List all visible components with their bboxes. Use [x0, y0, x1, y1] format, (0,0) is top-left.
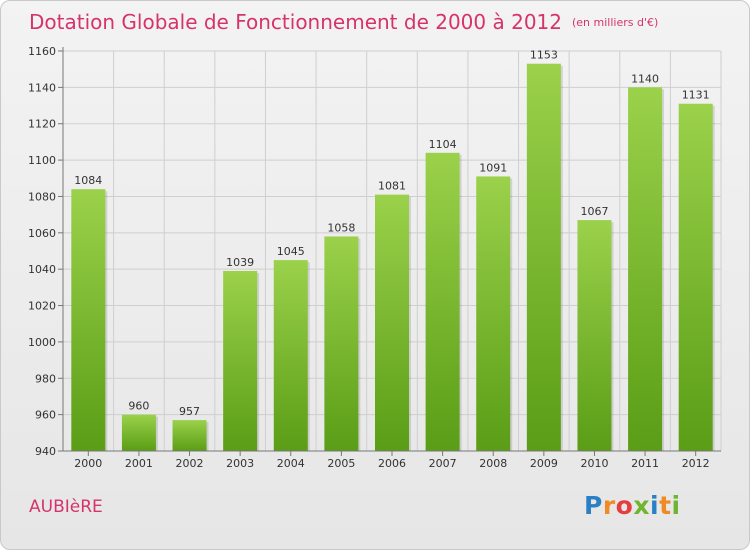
bar-2011: [628, 87, 663, 451]
bar-value-label: 1104: [429, 138, 457, 151]
logo-letter: t: [659, 491, 672, 520]
bar-2008: [476, 176, 511, 452]
logo-letter: o: [615, 491, 634, 520]
chart-title-text: Dotation Globale de Fonctionnement de 20…: [29, 10, 562, 34]
x-tick-label: 2001: [125, 457, 153, 470]
y-tick-label: 1060: [28, 227, 56, 240]
y-tick-label: 960: [35, 409, 56, 422]
x-tick-label: 2005: [327, 457, 355, 470]
bar-2000: [71, 189, 106, 451]
y-tick-label: 1160: [28, 45, 56, 58]
bar-value-label: 1153: [530, 49, 558, 62]
logo-letter: P: [584, 491, 603, 520]
logo-letter: x: [633, 491, 650, 520]
x-tick-label: 2003: [226, 457, 254, 470]
y-tick-label: 1000: [28, 336, 56, 349]
x-tick-label: 2012: [682, 457, 710, 470]
logo-letter: r: [602, 491, 616, 520]
y-tick-label: 940: [35, 445, 56, 458]
bar-value-label: 1058: [327, 221, 355, 234]
bar-value-label: 960: [128, 400, 149, 413]
x-tick-label: 2010: [580, 457, 608, 470]
y-tick-label: 1020: [28, 300, 56, 313]
y-tick-label: 1120: [28, 118, 56, 131]
y-tick-label: 1140: [28, 81, 56, 94]
y-tick-label: 1080: [28, 190, 56, 203]
x-tick-label: 2006: [378, 457, 406, 470]
logo-letter: i: [650, 491, 660, 520]
bar-value-label: 1045: [277, 245, 305, 258]
bar-2006: [375, 194, 409, 452]
bar-value-label: 1067: [580, 205, 608, 218]
proxiti-logo: Proxiti: [584, 491, 681, 520]
town-name: AUBIèRE: [29, 497, 103, 517]
chart-subtitle: (en milliers d'€): [572, 16, 659, 29]
x-tick-label: 2008: [479, 457, 507, 470]
x-tick-label: 2007: [429, 457, 457, 470]
bar-2003: [223, 271, 258, 451]
bar-2012: [678, 103, 713, 452]
bar-value-label: 957: [179, 405, 200, 418]
x-tick-label: 2011: [631, 457, 659, 470]
bar-value-label: 1140: [631, 72, 659, 85]
bar-2010: [577, 220, 612, 451]
bar-value-label: 1084: [74, 174, 102, 187]
x-tick-label: 2002: [176, 457, 204, 470]
bar-2007: [425, 152, 460, 451]
axes: 940 960 980 1000 1020 1040 1060 1080 1100 1120 114…: [28, 45, 721, 470]
bar-2009: [526, 63, 561, 452]
chart-title: Dotation Globale de Fonctionnement de 20…: [29, 10, 658, 34]
bar-2002: [172, 420, 207, 451]
bar-value-label: 1039: [226, 256, 254, 269]
y-tick-label: 980: [35, 372, 56, 385]
bar-2001: [121, 414, 156, 451]
y-tick-label: 1100: [28, 154, 56, 167]
x-tick-label: 2000: [74, 457, 102, 470]
bar-value-label: 1131: [682, 89, 710, 102]
bar-2005: [324, 236, 359, 451]
x-tick-label: 2004: [277, 457, 305, 470]
bar-value-label: 1081: [378, 180, 406, 193]
bar-2004: [273, 260, 308, 451]
bar-value-label: 1091: [479, 161, 507, 174]
bars: 1084 960 957 1039 1045 1058 1081 1104 1091 1153 10…: [71, 49, 715, 452]
logo-letter: i: [671, 491, 681, 520]
x-tick-label: 2009: [530, 457, 558, 470]
y-tick-label: 1040: [28, 263, 56, 276]
